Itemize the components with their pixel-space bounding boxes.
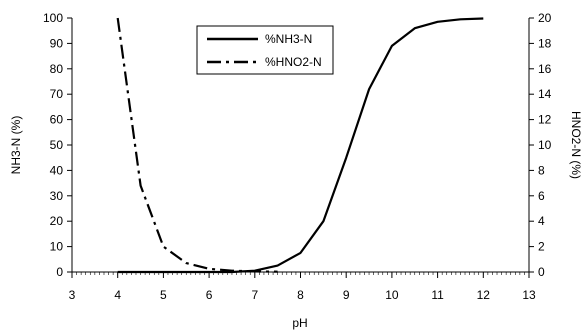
y-axis-left-ticks: 0 10 20 30 40 50 60 70 80 90 100 (43, 11, 72, 279)
legend-box (196, 25, 334, 75)
x-tick-label: 3 (69, 288, 76, 302)
x-tick-label: 7 (251, 288, 258, 302)
y-tick-label: 80 (50, 62, 64, 76)
x-tick-label: 4 (114, 288, 121, 302)
legend: %NH3-N %HNO2-N (196, 25, 334, 75)
x-tick-label: 5 (160, 288, 167, 302)
x-tick-label: 13 (522, 288, 536, 302)
y-tick-label: 10 (50, 240, 64, 254)
y2-tick-label: 20 (538, 11, 552, 25)
y-tick-label: 90 (50, 36, 64, 50)
y2-tick-label: 14 (538, 87, 552, 101)
y2-tick-label: 0 (538, 265, 545, 279)
y-axis-right-ticks: 0 2 4 6 8 10 12 14 16 18 20 (529, 11, 552, 279)
y2-tick-label: 16 (538, 62, 552, 76)
x-tick-label: 11 (431, 288, 444, 302)
legend-label-nh3: %NH3-N (265, 32, 312, 46)
legend-label-hno2: %HNO2-N (265, 55, 322, 69)
x-axis-title: pH (292, 316, 307, 330)
y-tick-label: 30 (50, 189, 64, 203)
y2-tick-label: 12 (538, 113, 552, 127)
x-tick-label: 6 (206, 288, 213, 302)
y2-tick-label: 10 (538, 138, 552, 152)
y-axis-right-title: HNO2-N (%) (569, 111, 582, 179)
y2-tick-label: 2 (538, 240, 545, 254)
y-axis-left-title: NH3-N (%) (9, 116, 23, 175)
y2-tick-label: 4 (538, 214, 545, 228)
y2-tick-label: 8 (538, 163, 545, 177)
y2-tick-label: 6 (538, 189, 545, 203)
x-tick-label: 10 (385, 288, 399, 302)
series-layer (116, 17, 484, 274)
series-line-nh3 (117, 17, 484, 274)
x-tick-label: 9 (343, 288, 350, 302)
y2-tick-label: 18 (538, 36, 552, 50)
series-line-hno2 (116, 17, 278, 273)
y-tick-label: 50 (50, 138, 64, 152)
x-axis-ticks: 3 4 5 6 7 8 9 10 11 12 13 (69, 272, 536, 302)
x-tick-label: 12 (477, 288, 491, 302)
y-tick-label: 0 (56, 265, 63, 279)
y-tick-label: 100 (43, 11, 63, 25)
y-tick-label: 20 (50, 214, 64, 228)
x-tick-label: 8 (297, 288, 304, 302)
y-tick-label: 40 (50, 163, 64, 177)
y-tick-label: 70 (50, 87, 64, 101)
y-tick-label: 60 (50, 113, 64, 127)
